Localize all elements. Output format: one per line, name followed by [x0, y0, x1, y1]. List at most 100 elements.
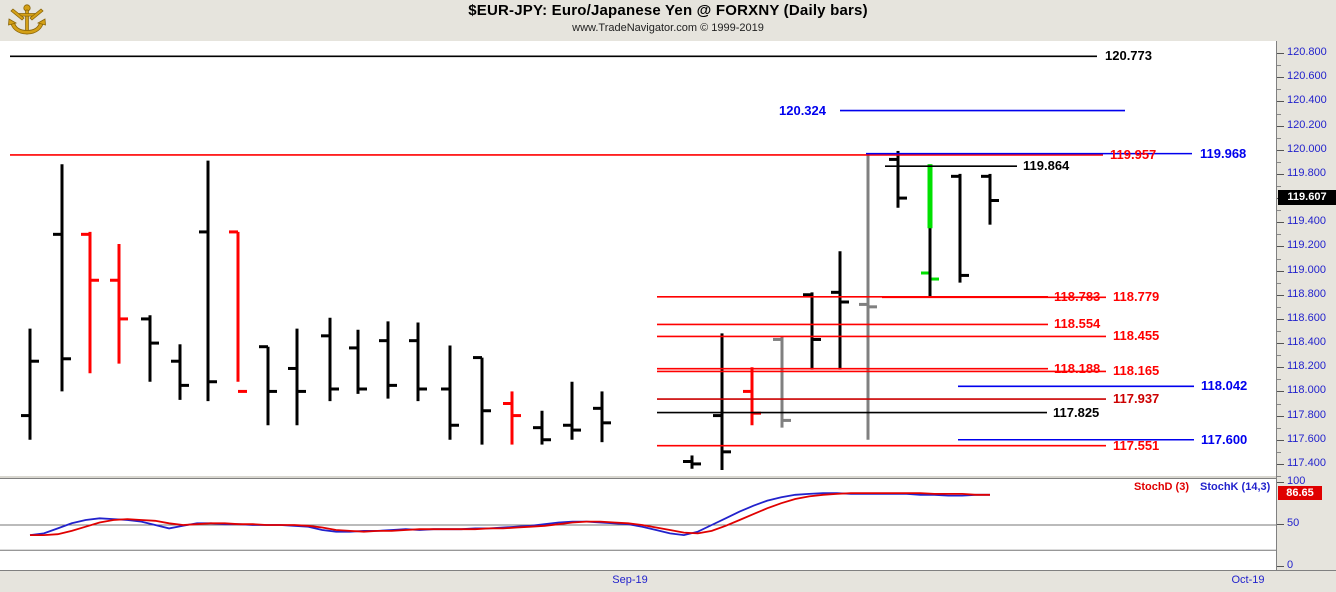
price-axis-label: 118.000 [1287, 384, 1326, 397]
axis-tick [1277, 415, 1284, 417]
axis-tick [1277, 343, 1284, 345]
axis-tick [1277, 53, 1284, 55]
axis-tick [1277, 294, 1284, 296]
ohlc-bar [259, 345, 277, 426]
ohlc-bar [171, 344, 189, 400]
axis-minor-tick [1277, 379, 1281, 381]
ohlc-bar [713, 333, 731, 470]
price-level-label[interactable]: 120.773 [1105, 48, 1152, 64]
axis-tick [1277, 391, 1284, 393]
ohlc-bar [441, 345, 459, 440]
ohlc-bar [889, 150, 907, 208]
price-axis-label: 120.800 [1287, 46, 1327, 59]
axis-tick [1277, 463, 1284, 465]
stochastic-lines-svg [0, 492, 1276, 551]
ohlc-bar [743, 367, 761, 426]
anchor-compass-logo-icon [4, 1, 50, 39]
axis-minor-tick [1277, 210, 1281, 212]
ohlc-bar [229, 230, 247, 393]
ohlc-bar [409, 322, 427, 402]
price-level-label[interactable]: 118.165 [1113, 363, 1160, 379]
price-level-label[interactable]: 117.600 [1201, 431, 1248, 447]
ohlc-bar [683, 455, 701, 469]
price-level-label[interactable]: 120.324 [779, 102, 826, 118]
price-level-label[interactable]: 118.779 [1113, 289, 1160, 305]
ohlc-bar [563, 381, 581, 440]
stochastic-line [30, 492, 990, 536]
axis-minor-tick [1277, 161, 1281, 163]
axis-minor-tick [1277, 258, 1281, 260]
ohlc-bar [379, 321, 397, 399]
date-axis-label: Oct-19 [1231, 574, 1265, 586]
last-price-tag[interactable]: 119.607 [1278, 190, 1336, 206]
price-axis-label: 120.400 [1287, 94, 1327, 107]
axis-tick [1277, 149, 1284, 151]
stoch-axis-tick [1277, 524, 1284, 525]
axis-tick [1277, 439, 1284, 441]
chart-subtitle: www.TradeNavigator.com © 1999-2019 [572, 22, 764, 34]
ohlc-bar [199, 160, 217, 402]
ohlc-bar [981, 173, 999, 225]
axis-minor-tick [1277, 355, 1281, 357]
price-axis-label: 117.600 [1287, 432, 1326, 445]
ohlc-bar [831, 251, 849, 370]
price-level-label[interactable]: 117.825 [1053, 404, 1100, 420]
legend-stochk[interactable]: StochK (14,3) [1200, 481, 1271, 493]
price-axis-label: 118.200 [1287, 360, 1326, 373]
price-level-label[interactable]: 118.455 [1113, 328, 1160, 344]
stoch-axis-label: 50 [1287, 517, 1300, 529]
legend-stochd[interactable]: StochD (3) [1134, 481, 1189, 493]
ohlc-bar [53, 164, 71, 392]
axis-tick [1277, 246, 1284, 248]
price-level-label[interactable]: 119.957 [1110, 146, 1157, 162]
ohlc-bar [110, 244, 128, 364]
axis-tick [1277, 101, 1284, 103]
price-level-label[interactable]: 117.937 [1113, 391, 1160, 407]
ohlc-bar [288, 328, 306, 426]
axis-minor-tick [1277, 403, 1281, 405]
price-axis-label: 119.400 [1287, 215, 1326, 228]
price-level-label[interactable]: 118.554 [1054, 316, 1101, 332]
axis-tick [1277, 125, 1284, 127]
price-axis-label: 118.400 [1287, 336, 1326, 349]
last-stoch-tag[interactable]: 86.65 [1278, 486, 1322, 501]
stochastic-pane[interactable] [0, 478, 1277, 572]
axis-minor-tick [1277, 89, 1281, 91]
ohlc-bar [773, 337, 791, 428]
price-chart-pane[interactable]: © GenesisFT [0, 41, 1277, 476]
ohlc-bar [473, 356, 491, 445]
price-level-label[interactable]: 117.551 [1113, 437, 1160, 453]
ohlc-bar [321, 317, 339, 402]
price-axis-label: 120.200 [1287, 118, 1327, 131]
axis-minor-tick [1277, 234, 1281, 236]
axis-tick [1277, 367, 1284, 369]
price-axis-label: 120.000 [1287, 142, 1327, 155]
stoch-axis-tick [1277, 566, 1284, 567]
ohlc-bar [349, 329, 367, 394]
price-axis-label: 120.600 [1287, 70, 1327, 83]
date-axis[interactable]: Sep-19 Oct-19 [0, 570, 1336, 592]
price-level-label[interactable]: 118.042 [1201, 378, 1248, 394]
ohlc-bar [593, 391, 611, 443]
stoch-axis-label: 100 [1287, 475, 1306, 487]
axis-minor-tick [1277, 476, 1281, 477]
price-level-label[interactable]: 118.783 [1054, 288, 1101, 304]
price-axis-label: 117.400 [1287, 456, 1326, 469]
axis-minor-tick [1277, 451, 1281, 453]
price-level-label[interactable]: 119.864 [1023, 158, 1070, 174]
ohlc-bar [533, 410, 551, 445]
page-title: $EUR-JPY: Euro/Japanese Yen @ FORXNY (Da… [468, 2, 868, 19]
price-axis[interactable]: 120.800 120.600 120.400 120.200 120.000 119.8… [1276, 41, 1336, 571]
axis-tick [1277, 173, 1284, 175]
price-level-label[interactable]: 118.188 [1054, 360, 1101, 376]
ohlc-bar [141, 315, 159, 382]
price-axis-label: 119.800 [1287, 166, 1326, 179]
axis-tick [1277, 222, 1284, 224]
price-level-label[interactable]: 119.968 [1200, 145, 1247, 161]
ohlc-bar [951, 173, 969, 283]
chart-header: $EUR-JPY: Euro/Japanese Yen @ FORXNY (Da… [0, 0, 1336, 42]
axis-minor-tick [1277, 306, 1281, 308]
axis-minor-tick [1277, 137, 1281, 139]
date-axis-label: Sep-19 [612, 574, 648, 586]
price-axis-label: 119.200 [1287, 239, 1326, 252]
